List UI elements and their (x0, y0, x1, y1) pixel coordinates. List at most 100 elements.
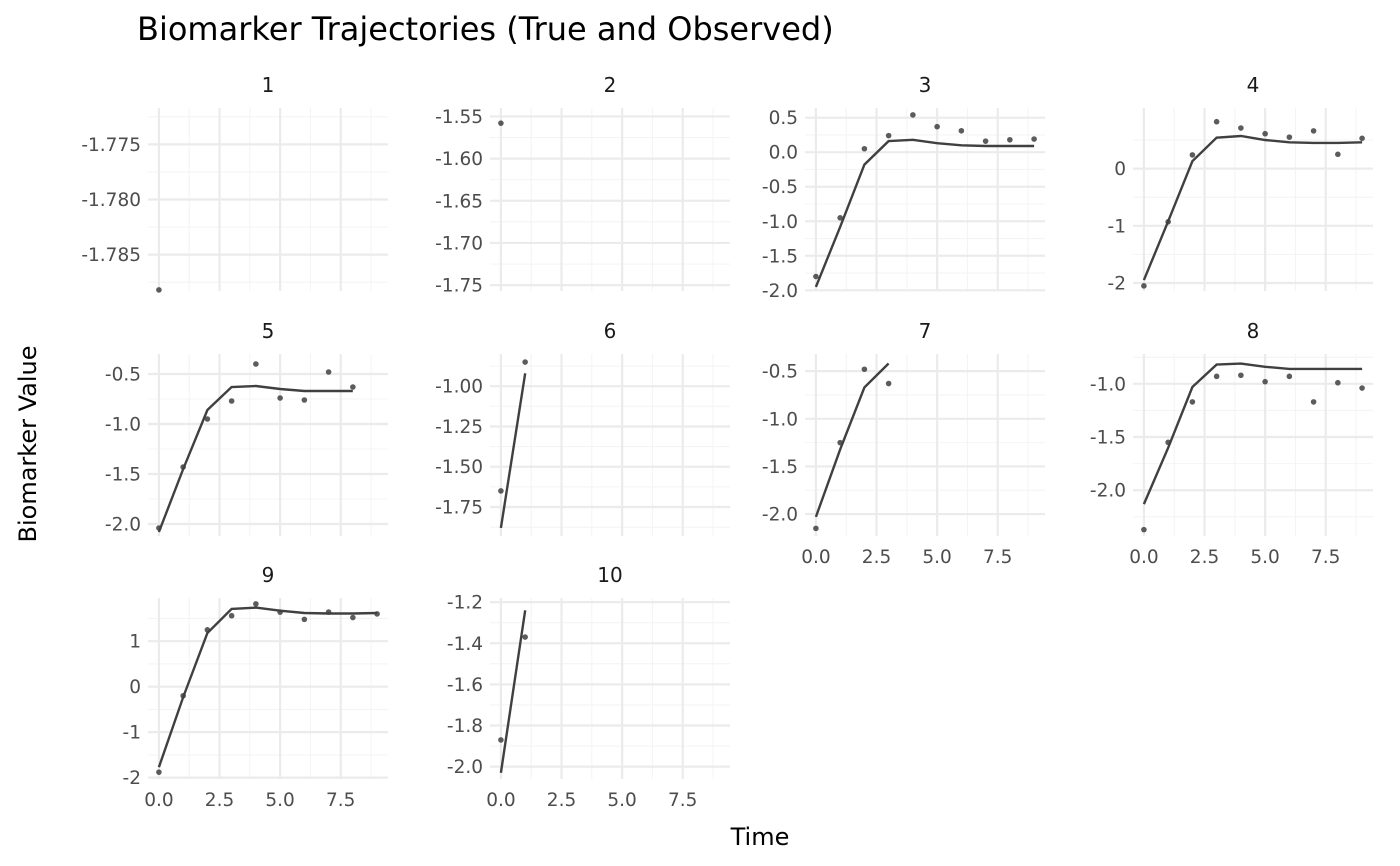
x-tick-label: 0.0 (1129, 547, 1158, 568)
observed-point (813, 273, 819, 280)
observed-point (982, 138, 989, 144)
observed-point (156, 769, 162, 775)
observed-point (1359, 135, 1365, 142)
y-tick-label: -1.2 (447, 593, 483, 614)
observed-point (1165, 219, 1171, 225)
observed-point (277, 609, 283, 615)
y-tick-label: -0.5 (762, 177, 798, 198)
x-tick-label: 5.0 (1250, 547, 1279, 568)
observed-point (910, 112, 916, 118)
observed-point (1310, 128, 1317, 134)
observed-point (1238, 125, 1244, 131)
y-tick-label: -0.5 (762, 362, 798, 383)
x-tick-label: 7.5 (668, 790, 697, 811)
observed-point (958, 127, 965, 134)
observed-point (1335, 151, 1341, 158)
x-tick-label: 2.5 (1190, 547, 1219, 568)
y-tick-label: -1.0 (762, 212, 798, 233)
y-tick-label: 0.5 (769, 108, 798, 129)
y-tick-label: -1 (123, 723, 141, 744)
observed-point (1213, 373, 1220, 380)
panel-3: 3 0.5 0.0 -0.5 -1.0 -1.5 -2.0 (762, 73, 1045, 302)
y-tick-label: -1.780 (81, 190, 141, 211)
true-trajectory-line (499, 610, 527, 773)
y-tick-label: -1.0 (105, 415, 141, 436)
y-tick-label: -1.5 (762, 457, 798, 478)
panel-label: 6 (604, 319, 617, 343)
observed-point (1007, 136, 1013, 143)
y-tick-label: -1 (1108, 216, 1126, 237)
x-tick-label: 2.5 (547, 790, 576, 811)
observed-point (350, 384, 356, 390)
observed-point (1262, 130, 1268, 137)
x-tick-label: 5.0 (265, 790, 294, 811)
observed-point (301, 616, 308, 623)
x-axis-title: Time (730, 823, 790, 851)
panel-7: 7 -0.5 -1.0 -1.5 -2.00.0 2.5 5.0 7.5 (762, 319, 1045, 568)
true-trajectory-line (814, 362, 890, 518)
y-tick-label: -1.4 (447, 634, 483, 655)
y-tick-label: -1.775 (81, 135, 141, 156)
x-tick-label: 7.5 (983, 547, 1012, 568)
true-trajectory-line (157, 606, 378, 768)
x-tick-label: 0.0 (801, 547, 830, 568)
observed-point (204, 416, 211, 422)
observed-point (204, 627, 211, 633)
panel-label: 7 (919, 319, 932, 343)
observed-point (350, 614, 356, 621)
observed-point (837, 215, 843, 221)
y-tick-label: 1 (129, 632, 141, 653)
y-axis-title: Biomarker Value (14, 346, 42, 543)
panel-label: 4 (1247, 73, 1260, 97)
observed-point (498, 488, 504, 494)
x-tick-label: 7.5 (326, 790, 355, 811)
y-tick-label: -2 (1108, 273, 1126, 294)
y-tick-label: -1.785 (81, 245, 141, 266)
observed-point (934, 123, 940, 130)
observed-point (1335, 379, 1341, 386)
panel-8: 8 -1.0 -1.5 -2.0 0.0 2.5 5.0 7.5 (1090, 319, 1373, 568)
observed-point (1213, 118, 1220, 125)
x-tick-label: 2.5 (205, 790, 234, 811)
panel-label: 1 (262, 73, 275, 97)
y-tick-label: -1.5 (1090, 428, 1126, 449)
observed-point (1165, 439, 1171, 446)
panel-2: 2 -1.55 -1.60 -1.65 -1.70 -1.75 (435, 73, 730, 297)
y-tick-label: -1.8 (447, 716, 483, 737)
y-tick-label: -2.0 (762, 281, 798, 302)
y-tick-label: -1.65 (435, 191, 483, 212)
observed-point (885, 380, 892, 387)
x-tick-label: 0.0 (144, 790, 173, 811)
observed-point (277, 395, 283, 401)
observed-point (1310, 399, 1317, 405)
panel-1: 1 -1.775 -1.780 -1.785 (81, 73, 388, 293)
observed-point (180, 692, 186, 699)
observed-point (1238, 372, 1244, 379)
y-tick-label: -2.0 (762, 505, 798, 526)
observed-point (813, 525, 819, 532)
x-tick-label: 5.0 (922, 547, 951, 568)
y-tick-label: -2 (123, 768, 141, 789)
x-tick-label: 5.0 (607, 790, 636, 811)
y-tick-label: -2.0 (447, 757, 483, 778)
chart-title: Biomarker Trajectories (True and Observe… (137, 10, 834, 48)
x-tick-label: 2.5 (862, 547, 891, 568)
observed-point (325, 609, 332, 615)
true-trajectory-line (1142, 362, 1363, 505)
y-tick-label: -0.5 (105, 365, 141, 386)
x-tick-label: 0.0 (486, 790, 515, 811)
observed-point (1141, 283, 1147, 289)
panel-4: 4 0 -1 -2 (1108, 73, 1373, 294)
y-tick-label: -1.55 (435, 107, 483, 128)
observed-point (1286, 134, 1293, 140)
y-tick-label: -1.5 (105, 465, 141, 486)
observed-point (228, 398, 235, 404)
observed-point (885, 132, 892, 139)
observed-point (301, 397, 308, 403)
observed-point (1189, 399, 1196, 405)
observed-point (228, 612, 235, 619)
y-tick-label: -1.75 (435, 498, 483, 519)
panel-5: 5 -0.5 -1.0 -1.5 -2.0 (105, 319, 388, 536)
panel-label: 9 (262, 563, 275, 587)
